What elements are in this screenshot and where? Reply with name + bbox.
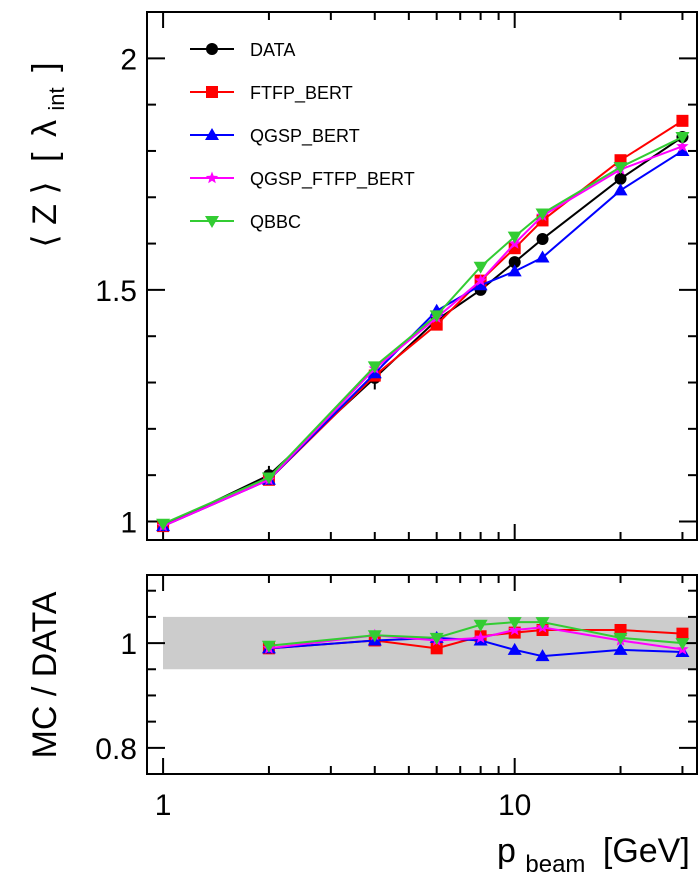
x-axis-title: p beam [GeV] [497, 832, 690, 880]
top-y-axis-title: ⟨ Z ⟩ [ λ int ] [26, 62, 72, 247]
ratio-series-qbbc [261, 617, 690, 653]
data-point [508, 623, 521, 636]
data-point [508, 242, 521, 255]
top-y-tick-labels: 11.52 [95, 43, 137, 539]
data-point [508, 256, 521, 269]
data-point [474, 631, 487, 644]
top-series-layer [156, 114, 690, 533]
data-point [676, 627, 689, 640]
legend-marker [205, 171, 219, 184]
data-point [675, 638, 690, 651]
data-point [473, 261, 488, 274]
legend-entry: QGSP_FTFP_BERT [190, 169, 415, 190]
y-title-bracket-close: ] [26, 62, 64, 71]
data-point [676, 114, 689, 127]
data-point [536, 232, 549, 245]
legend-label: QGSP_BERT [250, 126, 360, 147]
x-tick-labels: 1 10 [155, 789, 532, 822]
y-title-bracket-open: [ [26, 152, 64, 162]
top-series-qbbc [156, 132, 690, 531]
data-point [613, 642, 628, 655]
data-point [675, 132, 690, 145]
ratio-y-title: MC / DATA [26, 591, 64, 758]
bottom-y-axis-title: MC / DATA [26, 591, 64, 758]
series-line [268, 621, 683, 647]
data-point [535, 617, 550, 630]
data-point [535, 250, 550, 263]
x-title-unit: [GeV] [603, 832, 690, 870]
data-point [676, 139, 689, 152]
ratio-y-tick-label: 1 [120, 628, 137, 661]
series-line [268, 636, 683, 658]
data-point [613, 183, 628, 196]
data-point [156, 518, 171, 531]
legend-marker [206, 86, 218, 98]
legend-label: QBBC [250, 212, 301, 232]
data-point [507, 231, 522, 244]
legend: DATA FTFP_BERT QGSP_BERT QGSP_FTFP_BERT QBBC [190, 40, 415, 232]
legend-marker [206, 43, 218, 55]
legend-entry: QBBC [190, 212, 301, 232]
legend-entry: QGSP_BERT [190, 126, 360, 147]
data-point [507, 617, 522, 630]
top-axis-ticks [147, 11, 697, 540]
data-point [473, 619, 488, 632]
series-line [162, 136, 684, 528]
legend-entry: FTFP_BERT [190, 83, 353, 104]
legend-marker [205, 128, 219, 140]
data-point [429, 632, 444, 645]
data-point [430, 642, 443, 655]
data-point [535, 649, 550, 662]
top-series-data [157, 131, 689, 533]
y-title-symbol: λ [26, 120, 64, 137]
legend-label: QGSP_FTFP_BERT [250, 169, 415, 190]
data-point [614, 172, 627, 185]
data-point [507, 264, 522, 277]
data-point [261, 640, 276, 653]
x-title-main: p [497, 832, 516, 870]
series-line [162, 150, 683, 528]
data-point [367, 361, 382, 374]
x-title-subscript: beam [525, 851, 585, 878]
top-series-qgsp-bert [156, 143, 690, 532]
top-plot-frame [146, 11, 698, 541]
legend-label: FTFP_BERT [250, 83, 353, 104]
legend-marker [205, 216, 219, 228]
data-point [474, 274, 487, 286]
data-point [429, 310, 444, 323]
y-tick-label: 1 [120, 506, 137, 539]
y-title-subscript: int [44, 87, 69, 110]
y-tick-label: 2 [120, 43, 137, 76]
x-tick-label: 10 [498, 789, 531, 822]
data-point [613, 162, 628, 175]
data-point [613, 632, 628, 645]
bottom-plot-frame [146, 574, 698, 775]
data-point [675, 143, 690, 156]
x-tick-label: 1 [155, 789, 172, 822]
uncertainty-band [163, 616, 697, 670]
data-point [261, 472, 276, 485]
bottom-axis-ticks [147, 575, 697, 775]
y-title-main: ⟨ Z ⟩ [26, 181, 64, 247]
legend-entry: DATA [190, 40, 295, 60]
bottom-series-layer [261, 617, 690, 662]
data-point [473, 278, 488, 291]
legend-label: DATA [250, 40, 295, 60]
ratio-y-tick-label: 0.8 [95, 733, 137, 766]
top-panel: 11.52 ⟨ Z ⟩ [ λ int ] DATAFTFP_BERTQGSP_… [26, 11, 698, 541]
data-point [535, 208, 550, 221]
bottom-y-tick-labels: 0.81 [95, 628, 137, 766]
data-point [507, 642, 522, 655]
svg-text:⟨ Z ⟩ [ λ: ⟨ Z ⟩ [ λ int ] [26, 62, 72, 247]
y-tick-label: 1.5 [95, 275, 137, 308]
data-point [367, 630, 382, 643]
bottom-panel: 0.81 1 10 MC / DATA p beam [GeV] [26, 574, 698, 880]
